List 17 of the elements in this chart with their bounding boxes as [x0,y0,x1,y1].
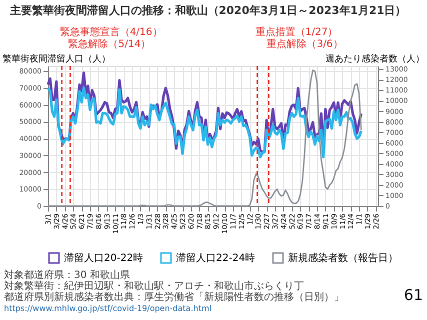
legend-label: 新規感染者数（報告日） [288,252,398,264]
text: 対象都道府県：30 和歌山県 [4,269,130,281]
ref-line-label: 重点解除（3/6） [266,38,343,50]
line-series [47,70,362,207]
legend-label: 滞留人口20-22時 [64,252,144,264]
ref-line-label: 緊急解除（5/14） [68,38,151,50]
text: 対象繁華街：紀伊田辺駅・和歌山駅・アロチ・和歌山市ぶらくり丁 [4,280,304,292]
text: 都道府県別新規感染者数出典：厚生労働省「新規陽性者数の推移（日別）」 [4,291,344,303]
line-series [46,86,362,158]
ref-line-label: 重点措置（1/27） [255,26,338,38]
legend-label: 滞留人口22-24時 [176,252,256,264]
y2-axis-title: 週あたり感染者数（人） [326,54,424,64]
y-axis-title: 繁華街夜間滞留人口（人） [2,54,110,64]
ref-line-label: 緊急事態宣言（4/16） [60,26,162,38]
text: 61 [404,286,423,304]
chart-title: 主要繁華街夜間滞留人口の推移：和歌山（2020年3月1日～2023年1月21日） [8,4,406,17]
text: https://www.mhlw.go.jp/stf/covid-19/open-data.html [4,304,212,313]
